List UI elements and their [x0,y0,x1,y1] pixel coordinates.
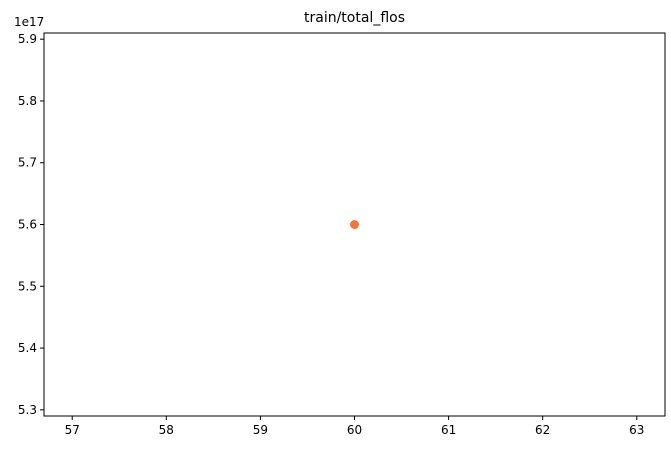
y-tick-label: 5.8 [18,94,37,108]
x-tick-label: 62 [535,423,550,437]
x-tick-label: 61 [441,423,456,437]
data-point [350,220,359,229]
x-tick-label: 59 [253,423,268,437]
y-tick-label: 5.9 [18,32,37,46]
x-tick-label: 63 [629,423,644,437]
x-tick-label: 60 [347,423,362,437]
y-tick-label: 5.3 [18,403,37,417]
data-points [350,220,359,229]
y-tick-label: 5.7 [18,156,37,170]
y-tick-label: 5.6 [18,218,37,232]
plot-frame [43,32,666,417]
y-axis-ticks: 5.3 5.4 5.5 5.6 5.7 5.8 5.9 [18,32,44,417]
x-tick-label: 57 [65,423,80,437]
x-axis-ticks: 57 58 59 60 61 62 63 [65,416,644,437]
x-tick-label: 58 [159,423,174,437]
chart-title: train/total_flos [304,10,405,26]
y-axis-offset-label: 1e17 [14,15,44,29]
y-tick-label: 5.5 [18,279,37,293]
y-tick-label: 5.4 [18,341,37,355]
